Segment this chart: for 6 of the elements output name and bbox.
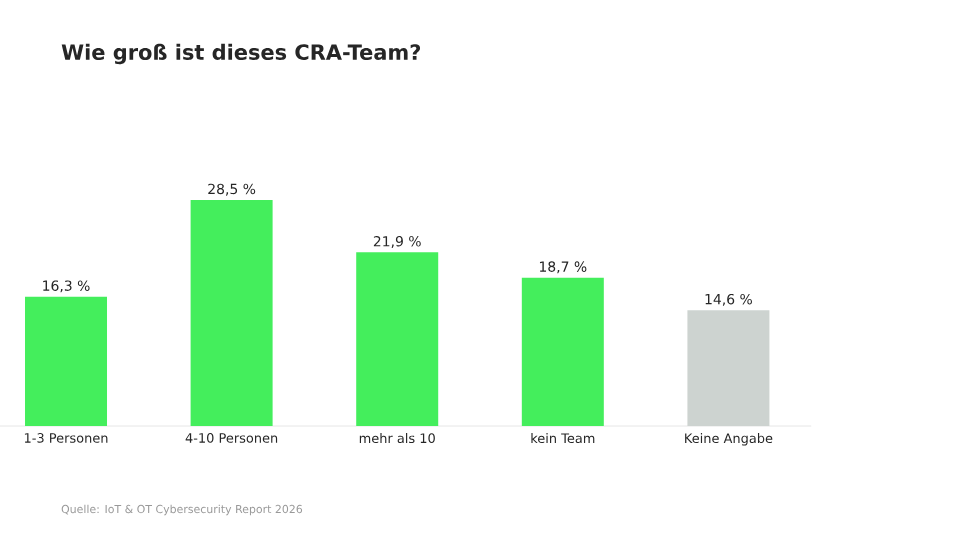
bar bbox=[190, 200, 273, 426]
bar bbox=[25, 296, 108, 426]
bar bbox=[521, 277, 604, 426]
bar bbox=[356, 252, 439, 426]
bar bbox=[687, 310, 770, 426]
chart-title: Wie groß ist dieses CRA-Team? bbox=[61, 43, 421, 65]
